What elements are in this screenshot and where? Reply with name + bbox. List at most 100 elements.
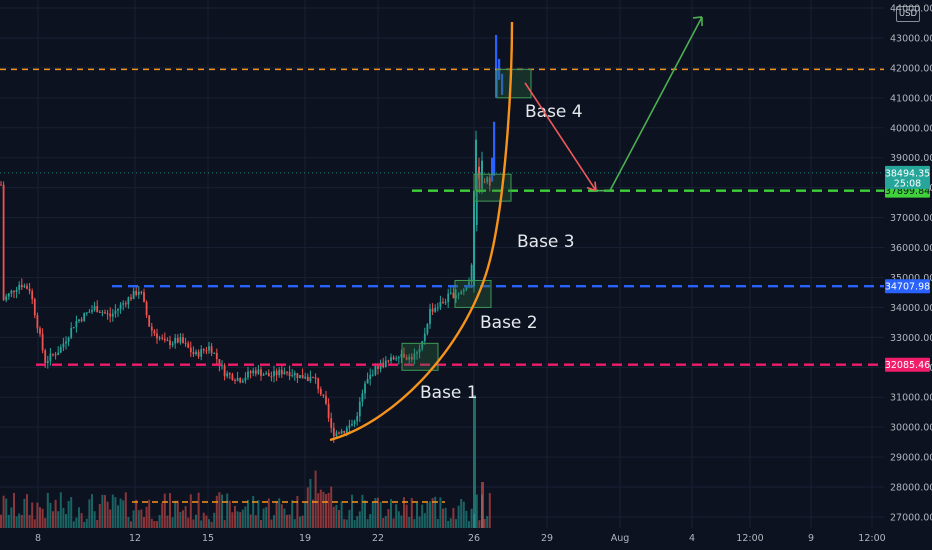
candle-body [384,360,387,368]
volume-bar [15,516,18,528]
candle-body [197,351,200,357]
candle-body [143,292,145,302]
time-tick-label: 9 [808,533,814,544]
volume-bar [439,497,442,528]
volume-bar [374,498,377,528]
base-box [401,342,439,371]
candle-body [127,297,130,305]
volume-bar [252,496,255,528]
candle-body [75,321,78,328]
volume-bar [179,511,182,528]
volume-bar [371,502,374,528]
volume-bar [327,492,330,528]
volume-bar [202,512,205,528]
candle-body [148,315,151,327]
candle-body [0,184,2,186]
volume-bar [288,514,291,528]
volume-bar [309,478,312,528]
candle-body [455,295,457,299]
candle-body [39,328,41,334]
volume-bar [317,493,320,528]
candle-body [10,290,13,294]
volume-bar [156,521,158,528]
time-tick-label: 29 [541,533,553,544]
candle-body [306,376,309,382]
time-tick-label: 4 [689,533,695,544]
volume-bar [345,519,348,528]
price-tick-label: 31000.00 [890,393,932,404]
candle-body [335,432,338,437]
candle-body [140,291,143,293]
volume-bar [369,514,372,528]
volume-bar [486,516,489,528]
candle-body [202,349,205,351]
pink-level-badge-text: 32085.46 [885,360,930,371]
volume-bar [226,493,229,528]
volume-bar [377,497,379,528]
candle-body [161,337,164,339]
price-tick-label: 35000.00 [890,273,932,284]
volume-bar [262,508,265,528]
candle-body [475,174,478,225]
candle-body [338,432,340,434]
candle-body [135,290,138,295]
candle-body [491,157,494,182]
candle-body [296,373,299,379]
volume-bar [403,497,405,528]
parabolic-curve [329,21,514,442]
volume-bar [319,489,322,528]
volume-bar [65,514,67,528]
candle-body [85,312,88,314]
candle-body [96,306,99,313]
volume-bar [210,521,213,528]
price-tick-label: 28000.00 [890,483,932,494]
price-tick-label: 34000.00 [890,303,932,314]
time-tick-label: 8 [35,533,41,544]
volume-bar [267,498,270,528]
candle-body [106,313,109,315]
volume-bar [57,511,60,528]
currency-badge[interactable]: USD [896,6,920,22]
volume-bar [184,506,187,528]
volume-bar [98,503,101,528]
volume-bar [130,521,132,528]
volume-bar [158,515,161,528]
candle-body [210,346,213,354]
candle-body [291,375,294,377]
candle-body [462,289,465,292]
green-level-badge-text: 37899.84 [885,186,930,197]
candle-body [431,308,434,312]
candle-body [171,343,174,346]
volume-bar [221,494,223,528]
volume-bar [70,497,73,528]
candle-body [382,362,385,368]
volume-bar [20,515,23,528]
candle-body [405,357,408,360]
base-label: Base 1 [420,383,478,403]
candle-body [78,319,80,322]
volume-bar [117,505,119,528]
candle-body [478,166,480,179]
volume-bar [241,509,244,528]
volume-bar [213,512,216,528]
candle-body [332,427,335,437]
volume-bar [31,502,34,528]
candle-body [41,333,44,351]
time-tick-label: 26 [468,533,480,544]
candle-body [182,337,184,343]
candle-body [397,357,400,359]
level-lines [0,68,884,366]
candle-body [408,356,411,360]
volume-bar [483,518,486,528]
candle-body [475,139,477,191]
chart-grid [0,0,884,528]
volume-bar [189,494,192,528]
volume-bar [62,507,65,528]
candle-body [187,343,190,348]
volume-bar [353,520,356,528]
candle-body [278,369,281,376]
candle-body [447,293,450,302]
annotations: Base 1 Base 2 Base 3 Base 4 [329,16,703,442]
candle-body [345,427,348,433]
